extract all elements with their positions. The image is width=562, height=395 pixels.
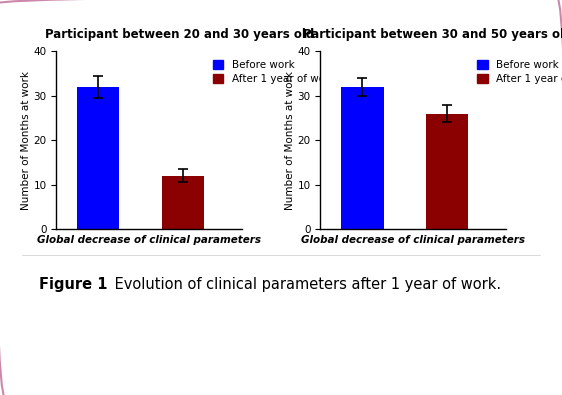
Legend: Before work, After 1 year of work: Before work, After 1 year of work: [210, 56, 338, 87]
Text: Participant between 30 and 50 years old: Participant between 30 and 50 years old: [303, 28, 562, 41]
Bar: [78, 87, 120, 229]
Legend: Before work, After 1 year of work: Before work, After 1 year of work: [474, 56, 562, 87]
Y-axis label: Number of Months at work: Number of Months at work: [285, 71, 294, 210]
Y-axis label: Number of Months at work: Number of Months at work: [21, 71, 30, 210]
X-axis label: Global decrease of clinical parameters: Global decrease of clinical parameters: [301, 235, 525, 245]
Bar: [162, 176, 204, 229]
Bar: [425, 114, 468, 229]
X-axis label: Global decrease of clinical parameters: Global decrease of clinical parameters: [37, 235, 261, 245]
Text: Participant between 20 and 30 years old: Participant between 20 and 30 years old: [45, 28, 314, 41]
Text: Evolution of clinical parameters after 1 year of work.: Evolution of clinical parameters after 1…: [110, 276, 501, 292]
Bar: [341, 87, 383, 229]
Text: Figure 1: Figure 1: [39, 276, 108, 292]
